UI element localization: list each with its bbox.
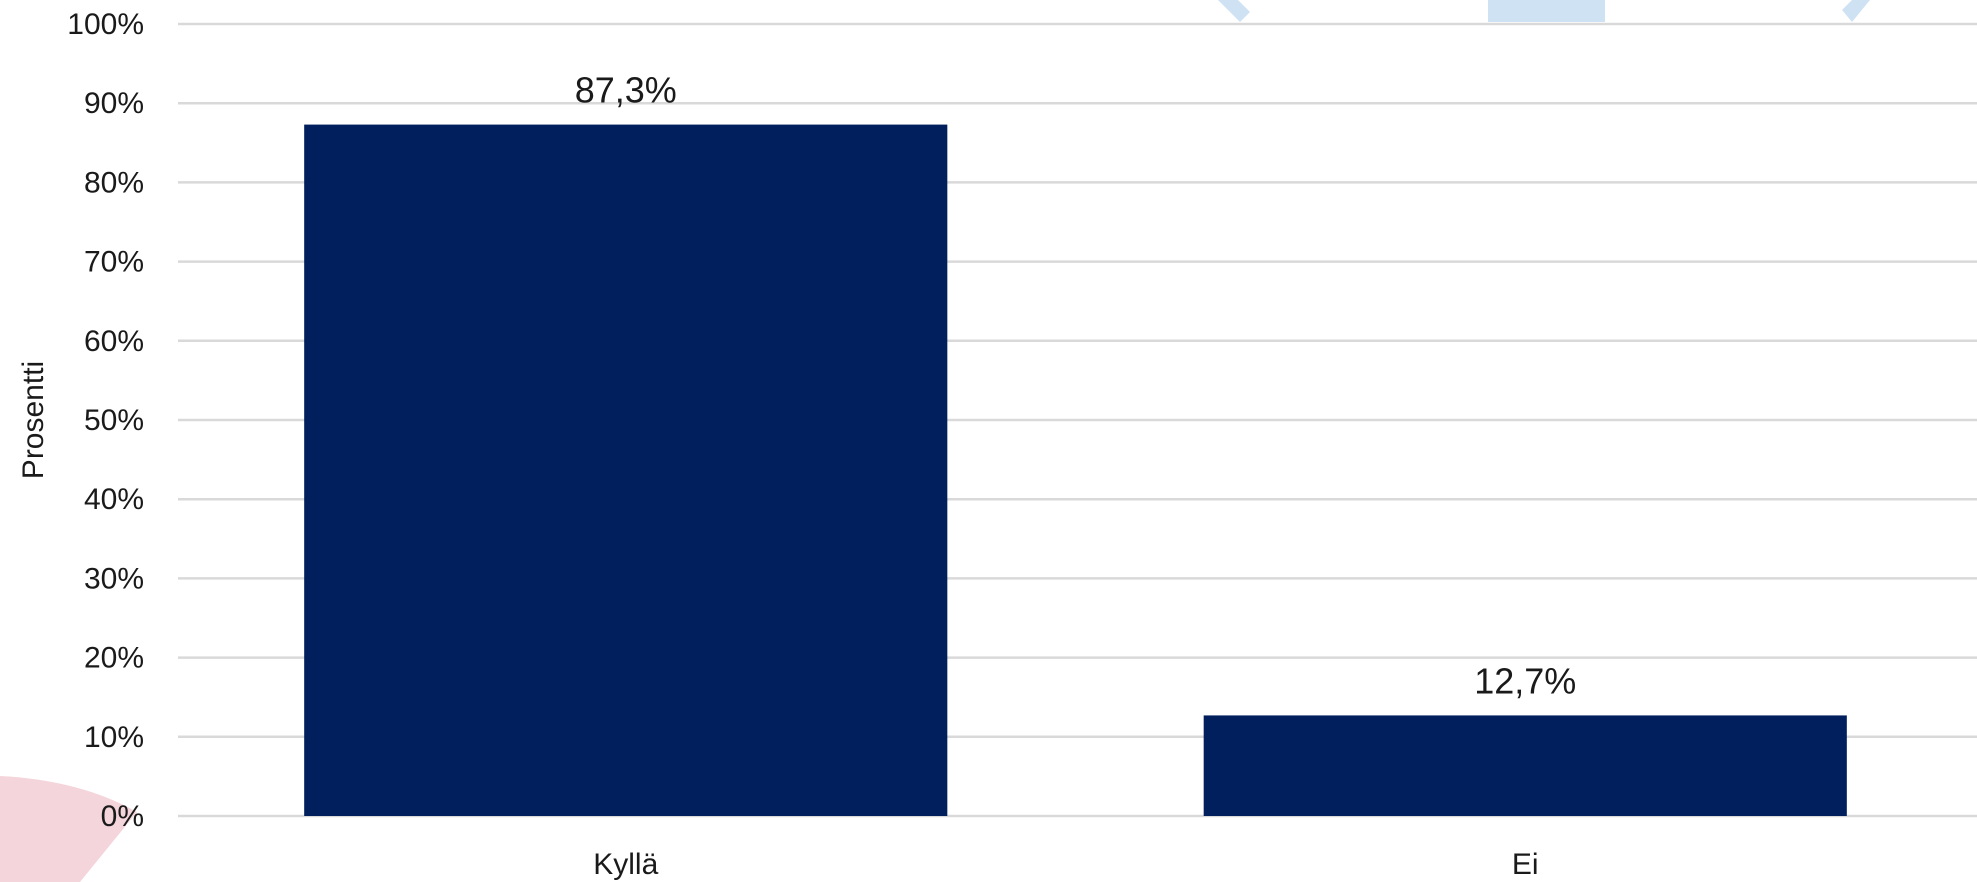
y-axis-ticks: 0% 10% 20% 30% 40% 50% 60% 70% 80% 90% 100% [67, 8, 144, 833]
blue-chevron-left-decoration [1218, 0, 1250, 22]
bar [304, 124, 948, 817]
blue-chevron-right-decoration [1842, 0, 1870, 22]
bar-data-label: 12,7% [1474, 660, 1576, 701]
y-tick-label: 90% [84, 87, 144, 120]
y-tick-label: 0% [101, 800, 144, 833]
blue-block-decoration [1488, 0, 1605, 22]
bar [1203, 715, 1847, 816]
y-tick-label: 20% [84, 642, 144, 675]
y-tick-label: 80% [84, 166, 144, 199]
background-decoration [0, 0, 1870, 882]
y-tick-label: 60% [84, 325, 144, 358]
x-category-label: Ei [1512, 848, 1539, 881]
data-labels: 87,3% 12,7% [575, 70, 1577, 702]
y-tick-label: 100% [67, 8, 144, 41]
pink-arc-decoration [0, 776, 137, 882]
y-tick-label: 30% [84, 562, 144, 595]
bar-data-label: 87,3% [575, 70, 677, 111]
y-tick-label: 50% [84, 404, 144, 437]
y-tick-label: 10% [84, 721, 144, 754]
y-tick-label: 40% [84, 483, 144, 516]
bars [304, 124, 1847, 817]
y-axis-title: Prosentti [17, 361, 50, 479]
y-tick-label: 70% [84, 246, 144, 279]
x-axis-categories: Kyllä Ei [593, 848, 1538, 881]
x-category-label: Kyllä [593, 848, 658, 881]
